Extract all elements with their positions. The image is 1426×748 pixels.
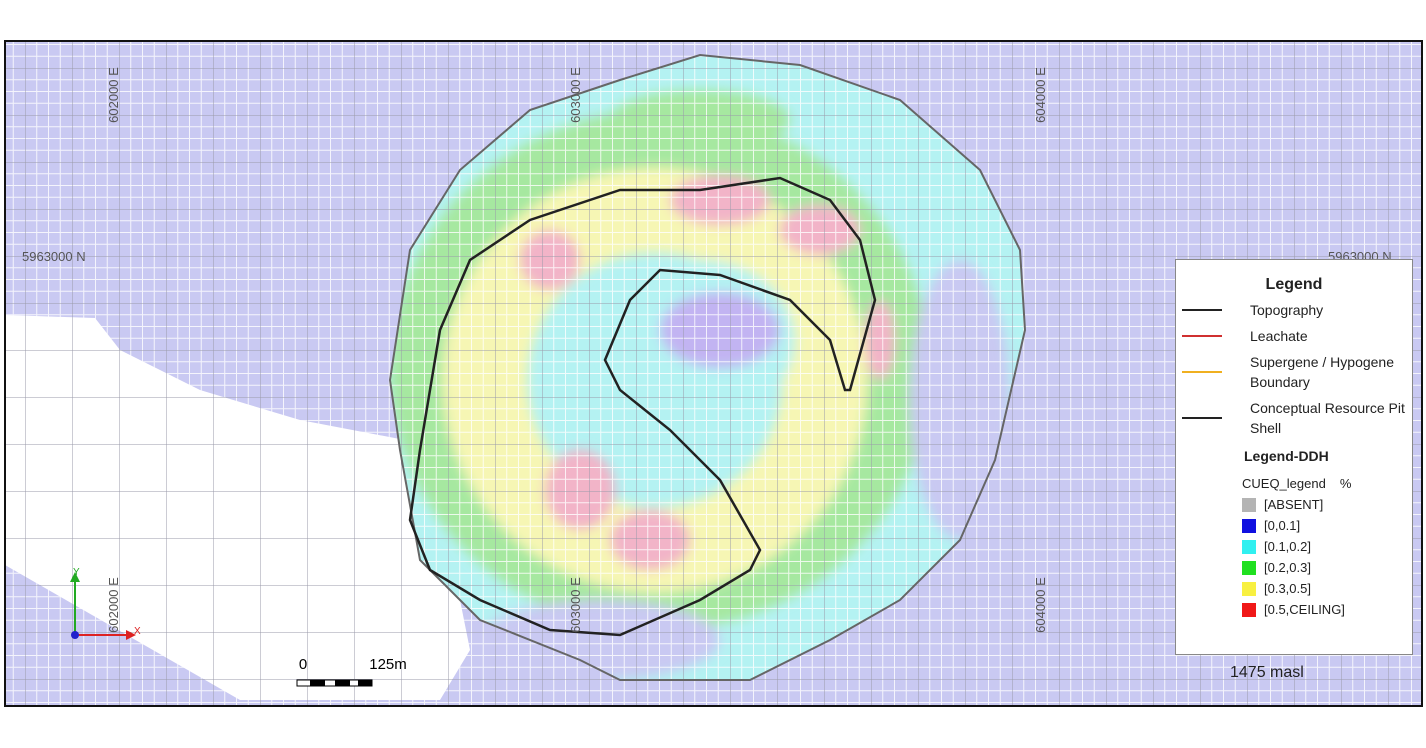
grade-class: [0.2,0.3]: [1242, 560, 1412, 575]
legend-item: Conceptual Resource Pit Shell: [1182, 398, 1412, 438]
easting-label: 603000 E: [568, 577, 583, 633]
legend-swatch: [1182, 309, 1222, 311]
legend-title: Legend: [1265, 276, 1323, 293]
north-arrow: [70, 572, 136, 640]
class-label: [0,0.1]: [1264, 518, 1301, 533]
class-label: [0.5,CEILING]: [1264, 602, 1345, 617]
scale-bar: [296, 679, 373, 687]
class-swatch: [1242, 497, 1256, 512]
axis-x: X: [134, 626, 141, 637]
legend-label: Leachate: [1250, 328, 1308, 344]
class-label: [ABSENT]: [1264, 497, 1324, 512]
map-frame: [4, 40, 1423, 707]
grade-class: [0,0.1]: [1242, 518, 1412, 533]
easting-label: 602000 E: [106, 577, 121, 633]
grade-class: [0.1,0.2]: [1242, 539, 1412, 554]
ddh-field: CUEQ_legend%: [1242, 476, 1412, 491]
legend-label: Conceptual Resource Pit Shell: [1250, 400, 1405, 436]
legend-label: Supergene / Hypogene Boundary: [1250, 354, 1394, 390]
legend-item: Supergene / Hypogene Boundary: [1182, 352, 1412, 392]
northing-label: 5963000 N: [22, 249, 86, 264]
legend-item: Leachate: [1182, 326, 1412, 346]
class-label: [0.2,0.3]: [1264, 560, 1311, 575]
topography-line: [388, 53, 1027, 681]
grade-class: [ABSENT]: [1242, 497, 1412, 512]
scale-start: 0: [299, 656, 307, 673]
legend-swatch: [1182, 371, 1222, 373]
class-swatch: [1242, 560, 1256, 575]
easting-label: 604000 E: [1033, 67, 1048, 123]
class-label: [0.3,0.5]: [1264, 581, 1311, 596]
class-swatch: [1242, 581, 1256, 596]
easting-label: 604000 E: [1033, 577, 1048, 633]
class-swatch: [1242, 518, 1256, 533]
pit-shell: [408, 176, 877, 637]
class-label: [0.1,0.2]: [1264, 539, 1311, 554]
grade-class: [0.5,CEILING]: [1242, 602, 1412, 617]
elevation-label: 1475 masl: [1230, 664, 1304, 681]
field-unit: %: [1339, 476, 1352, 491]
legend: Legend Topography Leachate Supergene / Hyp…: [1175, 259, 1413, 655]
easting-label: 602000 E: [106, 67, 121, 123]
legend-item: Topography: [1182, 300, 1412, 320]
field-name: CUEQ_legend: [1242, 476, 1326, 491]
legend-swatch: [1182, 335, 1222, 337]
class-swatch: [1242, 539, 1256, 554]
legend-swatch: [1182, 417, 1222, 419]
axis-y: Y: [73, 567, 80, 578]
easting-label: 603000 E: [568, 67, 583, 123]
grade-class: [0.3,0.5]: [1242, 581, 1412, 596]
legend-label: Topography: [1250, 302, 1324, 318]
class-swatch: [1242, 602, 1256, 617]
scale-end: 125m: [369, 656, 407, 673]
ddh-title: Legend-DDH: [1244, 448, 1329, 464]
